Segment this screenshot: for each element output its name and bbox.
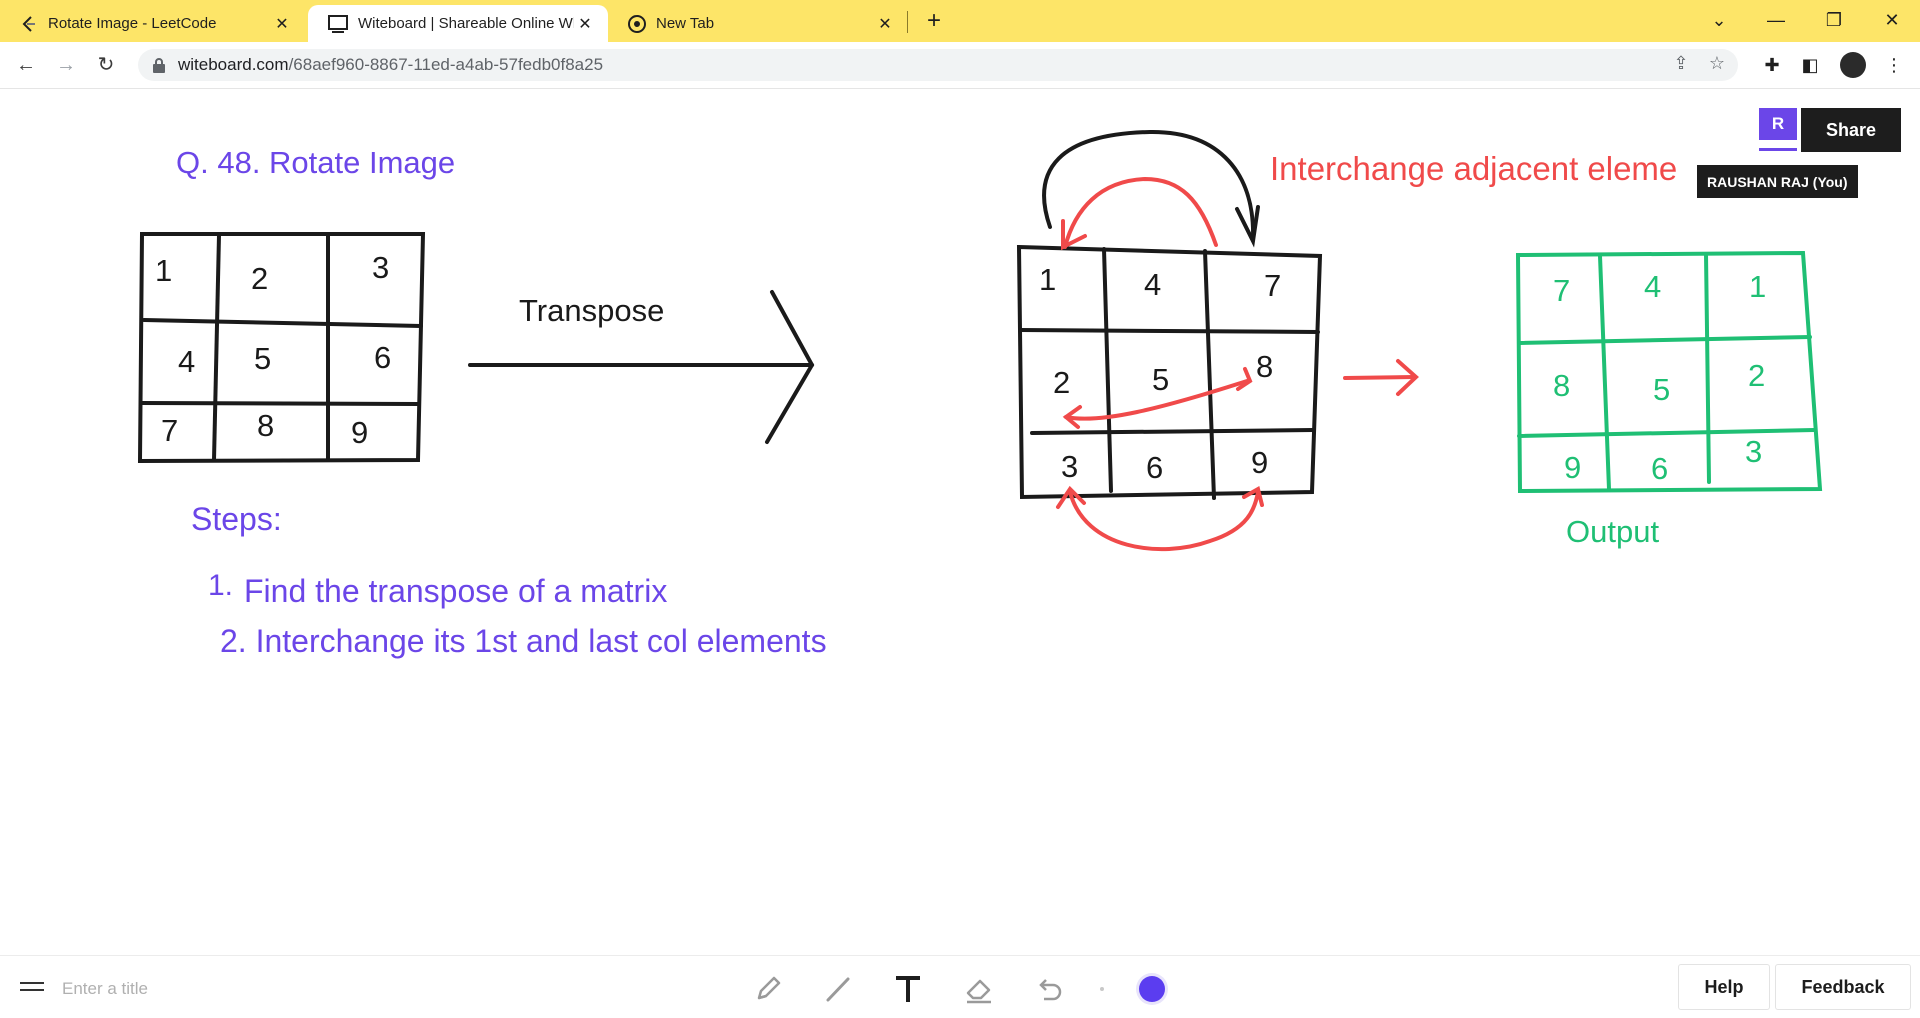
url-text: witeboard.com/68aef960-8867-11ed-a4ab-57… [178, 55, 603, 75]
matrix-cell: 3 [372, 250, 390, 285]
transpose-arrow [468, 290, 815, 444]
browser-tab-strip: Rotate Image - LeetCode ✕ Witeboard | Sh… [0, 0, 1920, 42]
more-menu-icon[interactable]: ⋮ [1885, 55, 1903, 75]
matrix-cell: 9 [1251, 445, 1269, 480]
board-title-input[interactable] [60, 973, 364, 1005]
swap-arc-black [1042, 129, 1260, 248]
matrix-cell: 4 [178, 344, 196, 379]
transpose-label: Transpose [519, 293, 665, 328]
matrix-cell: 5 [1653, 372, 1671, 407]
matrix-cell: 7 [1264, 268, 1282, 303]
user-avatar-button[interactable]: R [1759, 108, 1797, 144]
matrix-cell: 7 [1553, 273, 1571, 308]
back-arrow-icon[interactable]: ← [16, 54, 36, 76]
close-tab-icon[interactable]: ✕ [878, 15, 892, 33]
hamburger-menu-icon[interactable] [20, 982, 44, 996]
profile-avatar[interactable] [1840, 52, 1866, 78]
close-window-icon[interactable]: ✕ [1884, 10, 1900, 30]
new-tab-icon[interactable]: + [926, 7, 941, 34]
step1-number: 1. [208, 569, 234, 602]
eraser-tool-icon[interactable] [961, 971, 997, 1007]
output-matrix-grid [1515, 250, 1823, 494]
close-tab-icon[interactable]: ✕ [578, 15, 592, 33]
forward-arrow-icon[interactable]: → [56, 54, 76, 76]
url-path: /68aef960-8867-11ed-a4ab-57fedb0f8a25 [288, 55, 604, 74]
interchange-label: Interchange adjacent eleme [1270, 150, 1678, 187]
avatar-active-indicator [1759, 148, 1797, 151]
restore-icon[interactable]: ❐ [1825, 10, 1843, 30]
matrix-cell: 2 [1748, 358, 1766, 393]
feedback-button[interactable]: Feedback [1775, 964, 1911, 1010]
matrix-cell: 1 [155, 253, 173, 288]
chrome-icon [628, 14, 646, 33]
bottom-toolbar: Help Feedback [0, 955, 1920, 1018]
tab-search-chevron-icon[interactable]: ⌄ [1711, 10, 1727, 30]
matrix-cell: 6 [374, 340, 392, 375]
step2-text: 2. Interchange its 1st and last col elem… [220, 623, 827, 659]
witeboard-icon [328, 14, 348, 33]
share-button[interactable]: Share [1801, 108, 1901, 152]
matrix-cell: 6 [1651, 451, 1669, 486]
address-bar[interactable]: witeboard.com/68aef960-8867-11ed-a4ab-57… [138, 49, 1738, 81]
matrix-cell: 6 [1146, 450, 1164, 485]
matrix-cell: 4 [1644, 269, 1662, 304]
bookmark-star-icon[interactable]: ☆ [1708, 53, 1726, 73]
toolbar-separator [1100, 987, 1104, 991]
matrix-cell: 2 [1053, 365, 1071, 400]
transposed-matrix-grid [1016, 244, 1323, 500]
matrix-cell: 1 [1039, 262, 1057, 297]
tab-title: New Tab [656, 15, 715, 32]
pencil-tool-icon[interactable] [750, 971, 786, 1007]
minimize-icon[interactable]: — [1767, 10, 1785, 30]
lock-icon [153, 58, 165, 73]
url-host: witeboard.com [178, 55, 289, 74]
undo-icon[interactable] [1031, 971, 1067, 1007]
matrix-cell: 8 [257, 408, 275, 443]
help-button[interactable]: Help [1678, 964, 1770, 1010]
matrix-cell: 9 [1564, 450, 1582, 485]
share-page-icon[interactable]: ⇪ [1673, 53, 1689, 73]
swap-arcs-red [1056, 176, 1264, 552]
matrix-cell: 3 [1061, 449, 1079, 484]
output-arrow-red [1343, 359, 1419, 396]
tab-leetcode[interactable]: Rotate Image - LeetCode ✕ [0, 5, 305, 42]
step1-text: Find the transpose of a matrix [244, 573, 668, 609]
line-tool-icon[interactable] [820, 971, 856, 1007]
whiteboard-canvas[interactable]: Q. 48. Rotate Image 1 2 3 4 5 6 7 8 9 Tr… [0, 89, 1920, 955]
extensions-puzzle-icon[interactable]: ✚ [1764, 55, 1780, 75]
side-panel-icon[interactable]: ◧ [1801, 55, 1819, 75]
tab-new-tab[interactable]: New Tab ✕ [608, 5, 908, 42]
reload-icon[interactable]: ↻ [97, 54, 115, 76]
matrix-cell: 8 [1553, 368, 1571, 403]
matrix-cell: 9 [351, 415, 369, 450]
matrix-cell: 5 [254, 341, 272, 376]
leetcode-icon [22, 15, 35, 32]
matrix-cell: 1 [1749, 269, 1767, 304]
ink-drawings [137, 129, 1823, 552]
matrix-cell: 4 [1144, 267, 1162, 302]
matrix-cell: 3 [1745, 434, 1763, 469]
close-tab-icon[interactable]: ✕ [275, 15, 289, 33]
browser-toolbar: ← → ↻ witeboard.com/68aef960-8867-11ed-a… [0, 42, 1920, 89]
tab-separator [907, 11, 908, 33]
matrix-cell: 2 [251, 261, 269, 296]
matrix-cell: 8 [1256, 349, 1274, 384]
user-tooltip: RAUSHAN RAJ (You) [1697, 165, 1858, 198]
question-title: Q. 48. Rotate Image [176, 145, 456, 180]
tab-title: Rotate Image - LeetCode [48, 15, 217, 32]
color-picker-swatch[interactable] [1139, 976, 1165, 1002]
tab-title: Witeboard | Shareable Online Wh [358, 15, 574, 32]
matrix-cell: 7 [161, 413, 179, 448]
steps-heading: Steps: [191, 501, 282, 537]
tab-witeboard[interactable]: Witeboard | Shareable Online Wh ✕ [308, 5, 608, 42]
output-label: Output [1566, 514, 1660, 549]
original-matrix-grid [137, 232, 426, 464]
matrix-cell: 5 [1152, 362, 1170, 397]
text-tool-icon[interactable] [890, 971, 926, 1007]
